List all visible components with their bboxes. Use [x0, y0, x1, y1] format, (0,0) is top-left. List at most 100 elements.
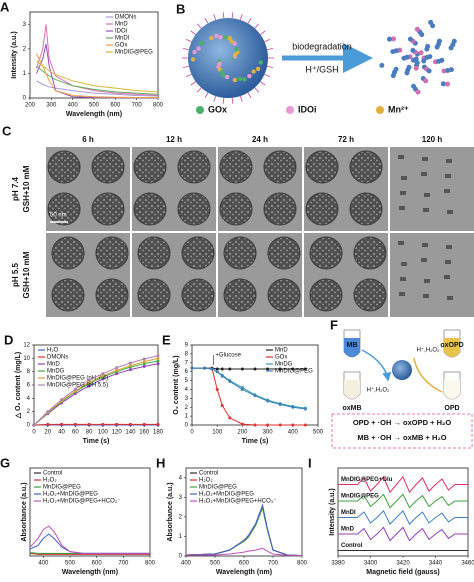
y-tick-label: 1 — [185, 414, 189, 420]
fragment — [379, 62, 385, 68]
x-axis-label: Wavelength (nm) — [216, 569, 272, 576]
x-axis-label: Time (s) — [83, 438, 110, 445]
x-tick-label: 500 — [210, 561, 221, 567]
x-tick-label: 400 — [38, 561, 49, 567]
debris — [400, 191, 406, 195]
fragment — [448, 67, 454, 73]
x-tick-label: 160 — [139, 430, 150, 436]
tube-liquid — [344, 380, 360, 399]
tube-liquid — [444, 380, 460, 399]
particle — [309, 236, 343, 270]
peg-chain — [247, 17, 252, 24]
particle — [47, 192, 81, 226]
debris — [444, 189, 450, 193]
legend-label: IDOi — [115, 29, 127, 35]
fragment — [410, 57, 416, 63]
legend-label: GOx — [208, 104, 227, 114]
point — [128, 364, 132, 368]
fragment — [386, 36, 392, 42]
x-tick-label: 120 — [112, 430, 123, 436]
point — [278, 403, 282, 407]
fragment — [436, 38, 442, 44]
series-line — [185, 503, 303, 557]
fragment — [390, 36, 396, 42]
legend-label: MnDIG@PEG — [115, 50, 153, 56]
condition: H⁺,H₂O₂ — [417, 347, 440, 354]
legend-label: MnDIG@PEG (pH 7.4) — [47, 376, 108, 382]
point — [128, 361, 132, 365]
x-tick-label: 140 — [125, 430, 136, 436]
point — [142, 357, 146, 361]
x-tick-label: 700 — [132, 103, 143, 109]
peg-chain — [196, 23, 202, 29]
cargo — [242, 77, 247, 82]
fragment — [428, 19, 434, 25]
debris — [399, 206, 405, 210]
particle — [353, 278, 387, 312]
cargo — [227, 35, 232, 41]
y-tick-label: 1 — [179, 534, 183, 540]
point — [291, 405, 295, 409]
point — [156, 356, 160, 360]
particle — [181, 278, 215, 312]
series-line — [29, 525, 150, 554]
row-label: pH 5.5 — [11, 262, 20, 287]
point — [203, 366, 207, 370]
y-tick-label: 9 — [185, 343, 189, 349]
particle — [263, 150, 297, 184]
fragment — [415, 89, 421, 95]
legend-label: MnD — [115, 22, 128, 28]
point — [142, 364, 146, 368]
fragment — [439, 57, 445, 63]
peg-chain — [247, 92, 252, 99]
cargo — [209, 35, 214, 41]
peg-chain — [239, 95, 243, 102]
point — [115, 366, 119, 370]
x-axis-label: Magnetic field (gauss) — [366, 569, 440, 576]
legend-label: H₂O₂ — [199, 478, 213, 484]
particle — [267, 236, 301, 270]
particle — [219, 192, 253, 226]
debris — [398, 241, 404, 245]
debris — [424, 279, 430, 283]
fragment — [440, 81, 446, 87]
x-tick-label: 3440 — [429, 561, 443, 567]
legend-label: Control — [43, 471, 62, 477]
y-tick-label: 3 — [179, 495, 183, 501]
y-axis-label: Absorbance (a.u.) — [21, 482, 28, 541]
series-line — [36, 60, 159, 93]
point — [303, 367, 307, 371]
point — [266, 399, 270, 403]
peg-chain — [222, 97, 225, 104]
point — [87, 422, 91, 426]
y-tick-label: 0 — [23, 96, 27, 102]
tem-image — [390, 147, 474, 231]
debris — [401, 262, 407, 266]
point — [60, 422, 64, 426]
tube-label: OPD — [444, 405, 459, 412]
x-tick-label: 600 — [239, 561, 250, 567]
particle — [95, 278, 129, 312]
panel-label: A — [0, 0, 10, 14]
fragment — [410, 47, 416, 53]
particle — [133, 192, 167, 226]
x-tick-label: 3400 — [364, 561, 378, 567]
point — [266, 367, 270, 371]
x-axis-label: Time (s) — [242, 438, 269, 445]
x-tick-label: 700 — [118, 561, 129, 567]
series-label: MnDIG@PEG+Glu — [341, 477, 393, 483]
column-header: 120 h — [422, 135, 443, 144]
x-tick-label: 200 — [25, 103, 36, 109]
point — [220, 403, 224, 407]
plot-frame — [29, 467, 151, 557]
y-tick-label: 2 — [23, 46, 27, 52]
legend-label: H₂O — [47, 348, 59, 354]
debris — [398, 155, 404, 159]
point — [278, 367, 282, 371]
point — [240, 422, 244, 426]
cargo — [217, 61, 222, 66]
x-tick-label: 3460 — [461, 561, 474, 567]
x-tick-label: 800 — [153, 103, 164, 109]
legend-dot — [376, 106, 384, 114]
y-tick-label: 0 — [185, 423, 189, 429]
